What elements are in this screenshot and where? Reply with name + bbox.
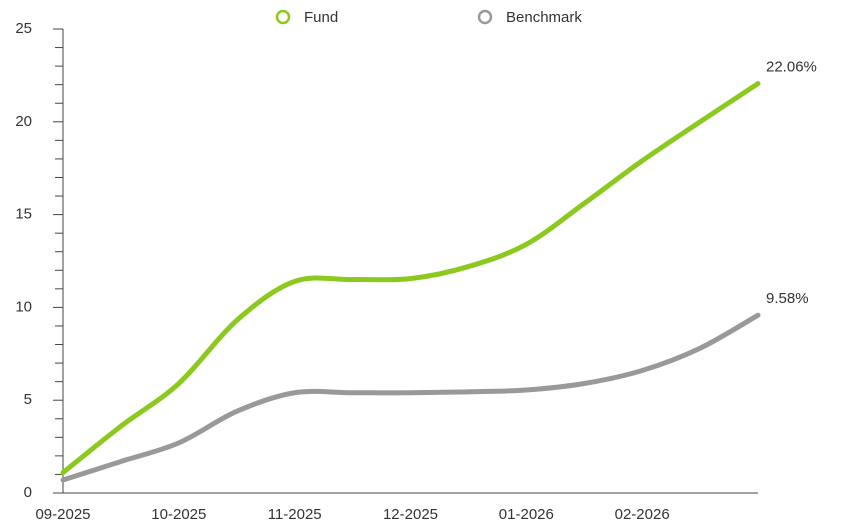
series-line <box>60 81 761 476</box>
x-tick-label: 10-2025 <box>151 506 206 523</box>
x-tick-label: 11-2025 <box>268 506 322 523</box>
y-tick-label: 10 <box>15 298 32 315</box>
legend-marker <box>275 9 291 25</box>
data-label: 9.58% <box>766 290 809 307</box>
legend-label: Benchmark <box>506 9 582 26</box>
y-tick-label: 5 <box>24 391 32 408</box>
y-tick-label: 15 <box>15 206 32 223</box>
y-tick-label: 0 <box>24 484 32 501</box>
x-tick-label: 12-2025 <box>383 506 438 523</box>
series-line <box>60 312 761 483</box>
x-tick-label: 02-2026 <box>615 506 670 523</box>
data-label: 22.06% <box>766 59 817 76</box>
y-tick-label: 20 <box>15 113 32 130</box>
legend-marker <box>477 9 493 25</box>
y-tick-label: 25 <box>15 20 32 37</box>
x-tick-label: 09-2025 <box>35 506 90 523</box>
x-tick-label: 01-2026 <box>499 506 554 523</box>
legend-label: Fund <box>304 9 338 26</box>
